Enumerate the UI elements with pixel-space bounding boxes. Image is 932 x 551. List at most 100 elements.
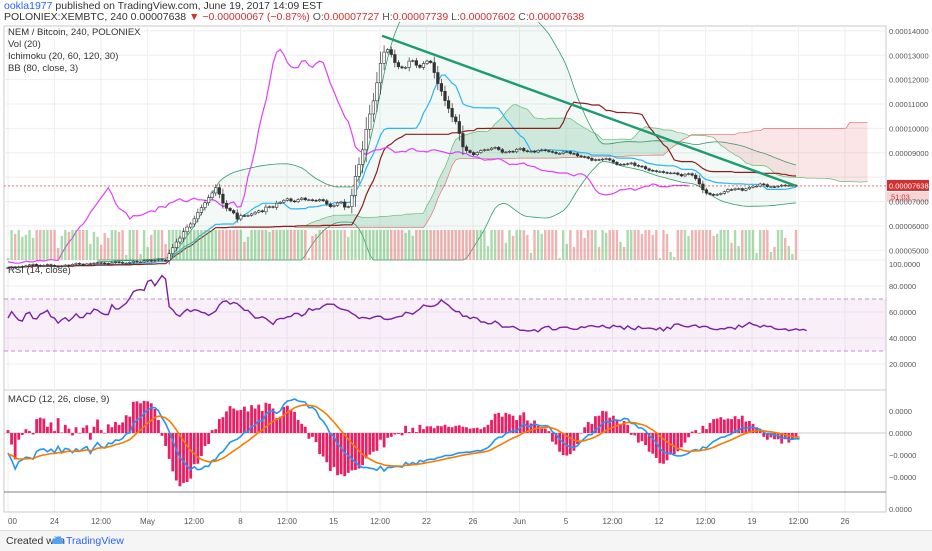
macd-hist-bar — [583, 427, 587, 433]
volume-bar — [271, 230, 275, 260]
macd-hist-bar — [418, 424, 422, 433]
candle-body — [382, 51, 386, 64]
macd-hist-bar — [694, 430, 698, 433]
cloud-segment — [484, 131, 488, 159]
cloud-segment — [767, 128, 771, 170]
volume-bar — [372, 230, 375, 260]
cloud-segment — [727, 134, 732, 153]
cloud-segment — [849, 122, 854, 182]
volume-bar — [486, 245, 490, 260]
macd-hist-bar — [235, 410, 239, 433]
candle-body — [52, 265, 57, 267]
macd-hist-bar — [454, 425, 458, 433]
candle-body — [131, 260, 135, 263]
macd-hist-bar — [647, 433, 651, 452]
volume-bar — [504, 242, 508, 260]
candle-body — [339, 201, 343, 204]
volume-bar — [461, 230, 465, 260]
macd-hist-bar — [400, 433, 404, 436]
candle-body — [196, 212, 200, 220]
macd-hist-bar — [769, 433, 773, 438]
volume-bar — [683, 230, 687, 260]
candle-body — [429, 60, 433, 63]
volume-bar — [332, 230, 336, 260]
cloud-segment — [817, 128, 822, 179]
macd-hist-bar — [332, 433, 336, 468]
cloud-segment — [530, 113, 535, 159]
macd-hist-bar — [461, 426, 465, 433]
price-tick-label: 0.00007000 — [889, 198, 929, 207]
cloud-segment — [455, 137, 460, 160]
candle-body — [486, 149, 490, 151]
volume-bar — [583, 237, 586, 260]
candle-body — [282, 199, 286, 203]
cloud-segment — [344, 215, 349, 228]
volume-bars — [6, 230, 798, 260]
volume-bar — [483, 230, 486, 260]
cloud-segment — [781, 128, 786, 177]
candle-body — [128, 262, 132, 264]
candle-body — [583, 156, 587, 158]
candle-body — [56, 266, 60, 268]
volume-bar — [64, 230, 67, 260]
candle-body — [547, 150, 551, 152]
macd-hist-bar — [232, 408, 236, 433]
chart-area[interactable]: 0.00007638 51:03 0.00014000 0.00013000 0.000… — [0, 22, 932, 530]
candle-body — [192, 218, 196, 225]
macd-hist-bar — [479, 429, 483, 433]
candle-body — [511, 150, 515, 153]
volume-bar — [135, 230, 139, 260]
x-tick-label: 12:00 — [370, 517, 391, 526]
low-label: L: — [451, 11, 460, 23]
macd-hist-bar — [167, 433, 171, 459]
macd-hist-bar — [371, 433, 375, 452]
x-tick-label: 12:00 — [695, 517, 716, 526]
macd-hist-bar — [63, 424, 67, 433]
volume-bar — [21, 236, 24, 260]
macd-hist-bar — [468, 428, 472, 433]
senkou-span-a — [294, 104, 868, 227]
macd-hist-bar — [472, 428, 476, 433]
candle-body — [647, 168, 651, 171]
tradingview-logo[interactable]: TradingView — [66, 535, 124, 547]
volume-bar — [78, 230, 81, 260]
x-tick-label: 12:00 — [788, 517, 809, 526]
macd-hist-bar — [350, 433, 354, 471]
macd-hist-bar — [508, 414, 511, 433]
candle-body — [67, 264, 71, 267]
macd-hist-bar — [142, 400, 146, 433]
candle-body — [407, 60, 411, 68]
macd-hist-bar — [730, 419, 733, 433]
candle-body — [167, 253, 171, 261]
volume-bar — [680, 230, 683, 260]
cloud-segment — [645, 126, 650, 156]
candle-body — [557, 153, 562, 155]
volume-bar — [791, 254, 794, 260]
candle-body — [740, 188, 744, 191]
candle-body — [593, 159, 598, 161]
volume-bar — [221, 230, 225, 260]
cloud-segment — [359, 216, 363, 228]
price-tick-label: 0.00009000 — [889, 149, 929, 158]
volume-bar — [716, 233, 719, 260]
candle-body — [357, 164, 361, 177]
volume-bar — [153, 230, 157, 260]
candle-body — [74, 263, 78, 265]
candle-body — [618, 163, 623, 166]
volume-bar — [694, 230, 697, 260]
volume-bar — [411, 235, 414, 260]
candle-body — [318, 199, 322, 202]
cloud-segment — [441, 167, 445, 191]
candle-body — [124, 262, 128, 265]
volume-bar — [107, 237, 110, 260]
macd-hist-bar — [644, 433, 647, 445]
volume-bar — [741, 230, 744, 260]
cloud-segment — [813, 128, 818, 179]
cloud-segment — [606, 139, 610, 157]
volume-bar — [286, 230, 289, 260]
volume-bar — [622, 246, 626, 260]
cloud-segment — [391, 215, 395, 228]
macd-hist-bar — [576, 433, 579, 445]
author-link[interactable]: ookla1977 — [4, 0, 53, 12]
candle-body — [314, 199, 318, 202]
